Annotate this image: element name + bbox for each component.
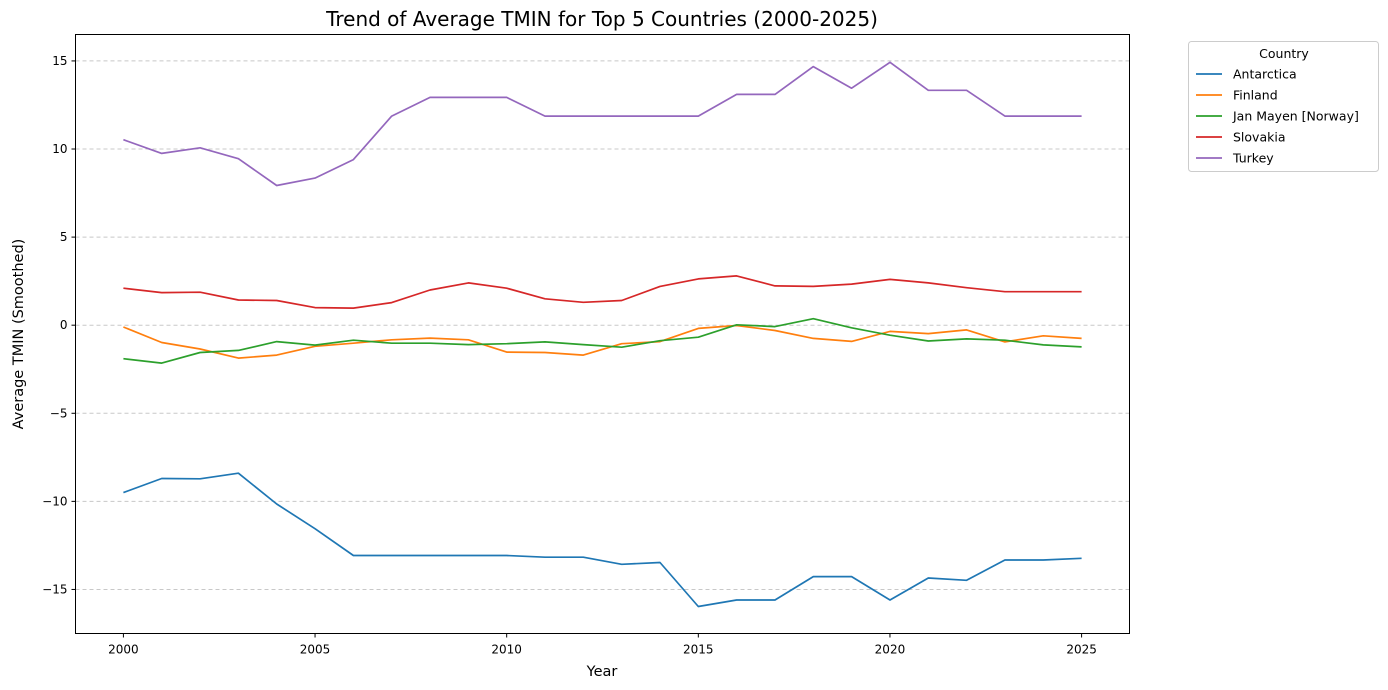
y-tick-label: −10 <box>42 494 67 508</box>
legend: Country Antarctica Finland Jan Mayen [Norw… <box>1188 41 1379 172</box>
series-line-turkey <box>123 61 1082 187</box>
series-line-slovakia <box>123 275 1082 309</box>
x-tick-label: 2025 <box>1066 643 1097 657</box>
x-tick-label: 2020 <box>875 643 906 657</box>
x-axis-title: Year <box>586 664 618 680</box>
y-axis: 15 10 5 0 −5 −10 −15 <box>42 54 76 596</box>
plot-frame <box>75 34 1130 634</box>
y-tick-label: 0 <box>60 318 68 332</box>
x-tick-label: 2015 <box>683 643 714 657</box>
x-tick-label: 2010 <box>491 643 522 657</box>
gridlines <box>75 60 1130 590</box>
y-tick-label: −5 <box>50 406 68 420</box>
series-line-antarctica <box>123 472 1082 608</box>
legend-label: Slovakia <box>1233 130 1285 145</box>
legend-box <box>1188 41 1379 172</box>
legend-label: Jan Mayen [Norway] <box>1232 109 1359 124</box>
chart-title: Trend of Average TMIN for Top 5 Countrie… <box>325 7 878 31</box>
x-tick-label: 2000 <box>108 643 139 657</box>
legend-label: Antarctica <box>1233 67 1297 82</box>
y-tick-label: 5 <box>60 230 68 244</box>
x-tick-label: 2005 <box>300 643 331 657</box>
y-tick-label: 10 <box>52 142 67 156</box>
legend-label: Finland <box>1233 88 1278 103</box>
series-line-finland <box>123 324 1082 359</box>
series-lines <box>123 61 1082 608</box>
legend-label: Turkey <box>1232 151 1274 166</box>
x-axis: 2000 2005 2010 2015 2020 2025 <box>108 633 1097 657</box>
y-tick-label: 15 <box>52 54 67 68</box>
y-axis-title: Average TMIN (Smoothed) <box>11 239 27 430</box>
legend-title: Country <box>1259 46 1309 61</box>
y-tick-label: −15 <box>42 582 67 596</box>
series-line-jan-mayen-norway <box>123 317 1082 364</box>
